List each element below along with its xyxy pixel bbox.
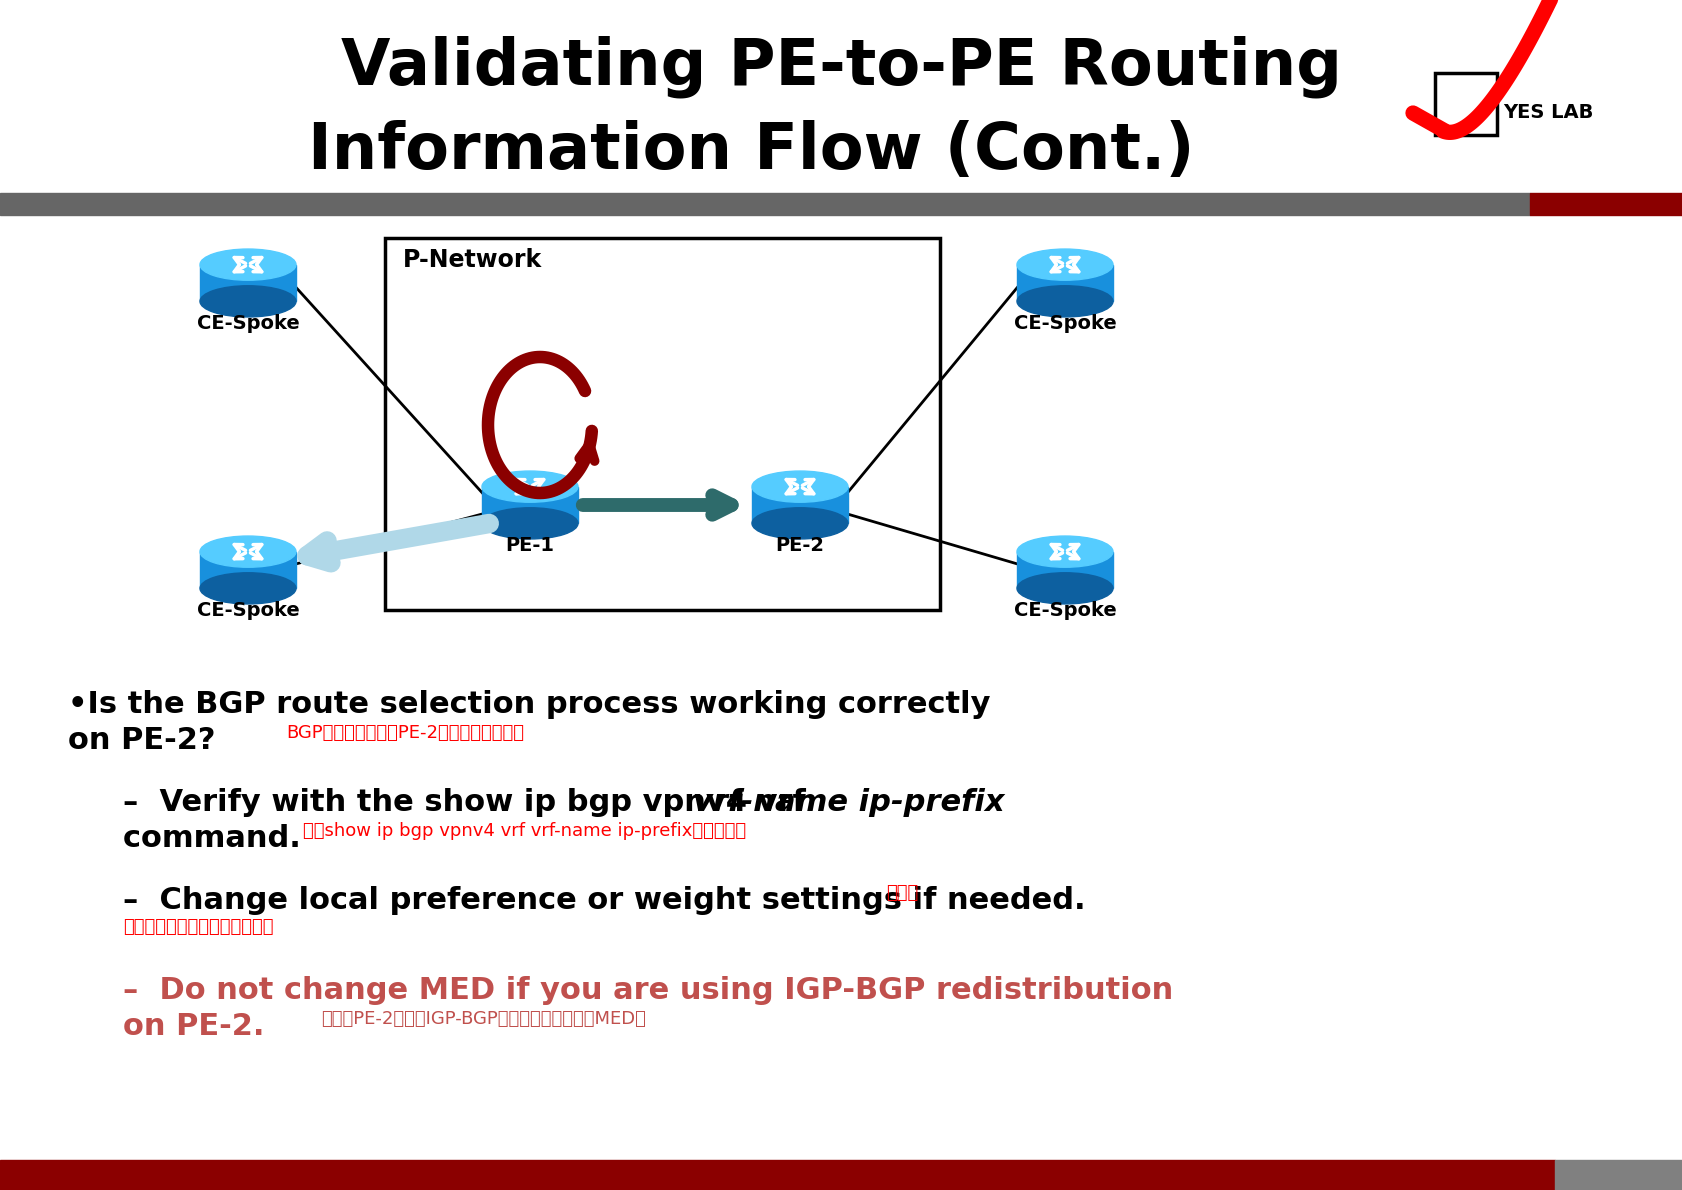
Text: PE-2: PE-2 bbox=[775, 537, 824, 556]
Text: vrf-name ip-prefix: vrf-name ip-prefix bbox=[693, 788, 1004, 818]
Bar bbox=[200, 264, 296, 301]
Bar bbox=[0, 1160, 1554, 1190]
Text: 使用show ip bgp vpnv4 vrf vrf-name ip-prefix命令验证。: 使用show ip bgp vpnv4 vrf vrf-name ip-pref… bbox=[303, 822, 745, 840]
Bar bbox=[752, 487, 848, 524]
Text: YES LAB: YES LAB bbox=[1502, 102, 1593, 121]
Ellipse shape bbox=[200, 286, 296, 317]
Text: command.: command. bbox=[123, 823, 311, 853]
Ellipse shape bbox=[481, 508, 577, 539]
Text: –  Change local preference or weight settings if needed.: – Change local preference or weight sett… bbox=[123, 887, 1085, 915]
Ellipse shape bbox=[1016, 249, 1112, 280]
Ellipse shape bbox=[1016, 286, 1112, 317]
Text: PE-1: PE-1 bbox=[505, 537, 553, 556]
Text: Validating PE-to-PE Routing: Validating PE-to-PE Routing bbox=[341, 35, 1341, 98]
Bar bbox=[1016, 552, 1112, 588]
Text: •Is the BGP route selection process working correctly: •Is the BGP route selection process work… bbox=[67, 690, 991, 719]
Text: –  Do not change MED if you are using IGP-BGP redistribution: – Do not change MED if you are using IGP… bbox=[123, 976, 1172, 1006]
Text: BGP路由选择过程在PE-2上是否正常工作？: BGP路由选择过程在PE-2上是否正常工作？ bbox=[286, 724, 523, 743]
Bar bbox=[1016, 264, 1112, 301]
Ellipse shape bbox=[200, 249, 296, 280]
Text: CE-Spoke: CE-Spoke bbox=[1013, 601, 1115, 620]
Text: CE-Spoke: CE-Spoke bbox=[197, 601, 299, 620]
Text: 要，更改本地偏好或重量设置。: 要，更改本地偏好或重量设置。 bbox=[123, 917, 274, 937]
Text: Information Flow (Cont.): Information Flow (Cont.) bbox=[308, 120, 1194, 182]
Ellipse shape bbox=[752, 471, 848, 502]
Text: on PE-2?: on PE-2? bbox=[67, 726, 225, 754]
Text: 如果在PE-2上使用IGP-BGP重新分配，请勿更改MED。: 如果在PE-2上使用IGP-BGP重新分配，请勿更改MED。 bbox=[321, 1010, 646, 1028]
Bar bbox=[1554, 1160, 1682, 1190]
Ellipse shape bbox=[200, 536, 296, 568]
Text: 如果需: 如果需 bbox=[885, 884, 918, 902]
Text: P-Network: P-Network bbox=[402, 248, 542, 273]
Text: CE-Spoke: CE-Spoke bbox=[197, 314, 299, 333]
Text: –  Verify with the show ip bgp vpnv4 vrf: – Verify with the show ip bgp vpnv4 vrf bbox=[123, 788, 816, 818]
Text: CE-Spoke: CE-Spoke bbox=[1013, 314, 1115, 333]
Bar bbox=[1435, 73, 1495, 134]
Bar bbox=[0, 193, 1529, 215]
Ellipse shape bbox=[200, 572, 296, 605]
Bar bbox=[1529, 193, 1682, 215]
Ellipse shape bbox=[481, 471, 577, 502]
Ellipse shape bbox=[1016, 536, 1112, 568]
Ellipse shape bbox=[752, 508, 848, 539]
Bar bbox=[385, 238, 940, 610]
Text: on PE-2.: on PE-2. bbox=[123, 1012, 274, 1041]
Ellipse shape bbox=[1016, 572, 1112, 605]
Bar bbox=[481, 487, 577, 524]
Bar bbox=[200, 552, 296, 588]
